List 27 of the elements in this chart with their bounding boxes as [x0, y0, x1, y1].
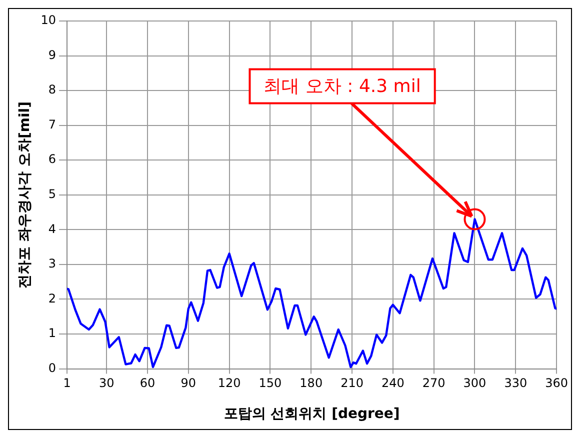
- y-tick-label: 3: [48, 256, 56, 271]
- x-tick-label: 150: [258, 376, 282, 390]
- x-tick-label: 90: [180, 376, 196, 390]
- x-tick-label: 300: [463, 376, 486, 390]
- y-tick-label: 7: [48, 117, 56, 132]
- y-tick-label: 2: [48, 291, 56, 306]
- x-tick-label: 30: [98, 376, 114, 390]
- y-axis-title: 전차포 좌우경사각 오차[mil]: [17, 102, 34, 288]
- y-tick-label: 4: [48, 222, 56, 236]
- x-tick-label: 60: [140, 376, 156, 390]
- x-tick-label: 1: [63, 376, 71, 390]
- y-tick-label: 0: [48, 360, 56, 375]
- x-tick-label: 270: [422, 376, 446, 390]
- x-tick-label: 180: [300, 376, 323, 390]
- y-tick-label: 5: [48, 187, 56, 202]
- y-tick-label: 8: [48, 82, 56, 97]
- x-tick-label: 360: [545, 376, 568, 390]
- x-tick-label: 210: [340, 376, 364, 390]
- annotation: 최대 오차 : 4.3 mil: [264, 76, 421, 97]
- y-tick-label: 10: [40, 13, 56, 28]
- x-tick-label: 240: [381, 376, 404, 390]
- y-tick-label: 9: [48, 48, 56, 62]
- y-tick-label: 1: [48, 326, 56, 340]
- x-tick-label: 120: [218, 376, 241, 390]
- x-tick-label: 330: [504, 376, 528, 390]
- x-axis-title: 포탑의 선회위치 [degree]: [224, 406, 400, 422]
- y-tick-label: 6: [48, 152, 56, 166]
